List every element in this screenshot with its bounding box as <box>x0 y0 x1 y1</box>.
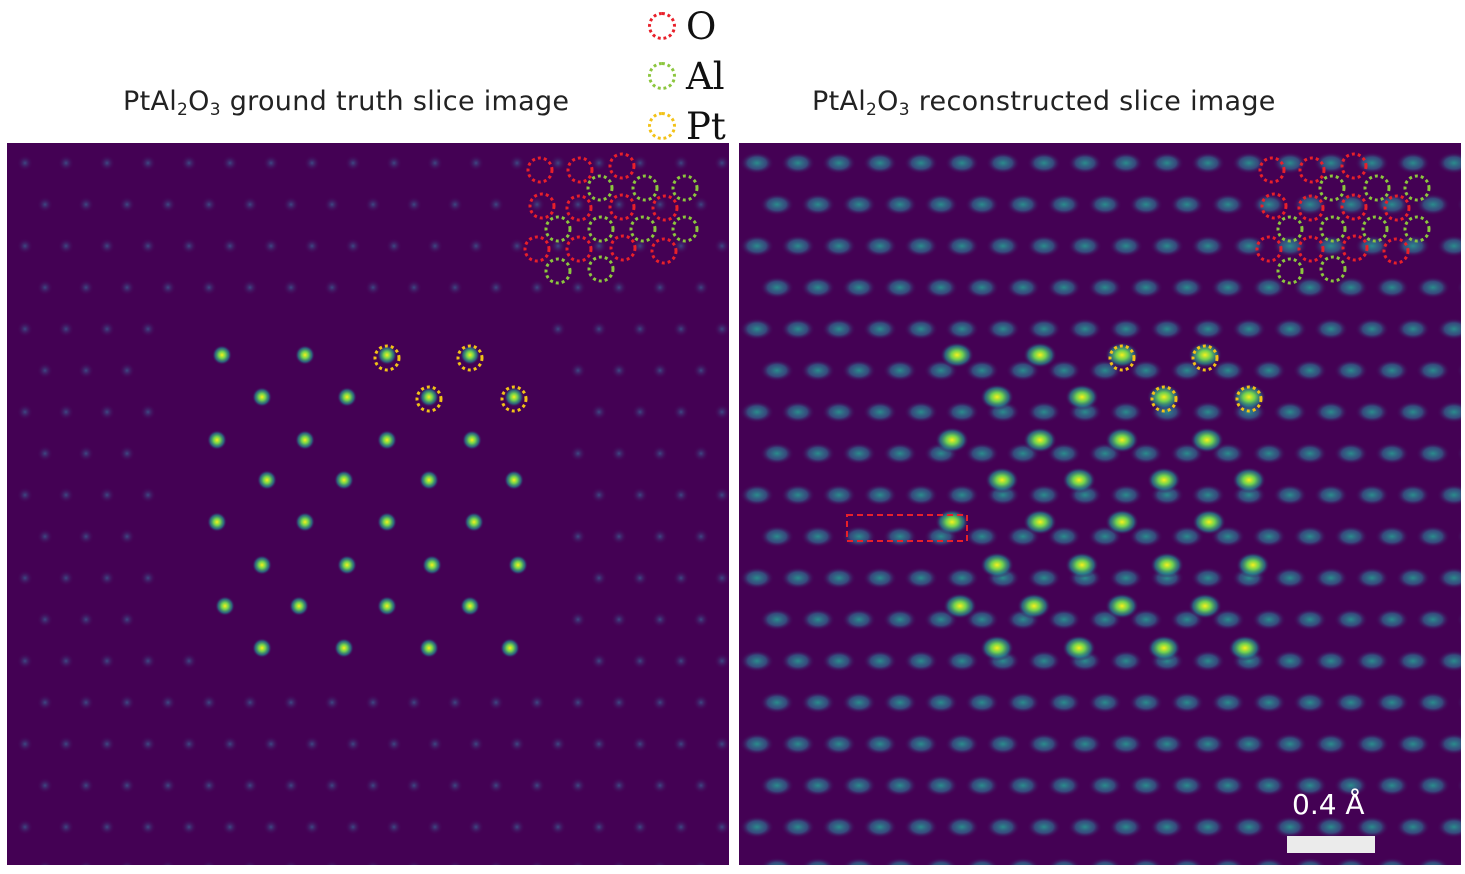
reconstructed-title: PtAl2O3 reconstructed slice image <box>812 86 1276 120</box>
legend-item-al: Al <box>646 54 746 104</box>
legend-item-o: O <box>646 4 746 54</box>
lattice-columns <box>17 155 729 865</box>
ground-truth-slice-image <box>7 143 729 865</box>
legend-label-al: Al <box>686 55 725 98</box>
scalebar-label: 0.4 Å <box>1292 788 1365 821</box>
ground-truth-title: PtAl2O3 ground truth slice image <box>123 86 570 120</box>
legend-item-pt: Pt <box>646 104 746 154</box>
highlight-box <box>846 514 968 542</box>
pt-columns <box>207 345 528 658</box>
legend-ring-al <box>648 62 676 90</box>
lattice-columns <box>740 152 1461 865</box>
reconstructed-atom-map <box>740 152 1461 865</box>
legend-label-pt: Pt <box>686 105 726 148</box>
legend-ring-o <box>648 12 676 40</box>
scalebar <box>1287 836 1375 853</box>
element-legend: O Al Pt <box>646 4 746 154</box>
legend-ring-pt <box>648 112 676 140</box>
reconstructed-slice-image <box>739 143 1461 865</box>
legend-label-o: O <box>686 5 717 48</box>
ground-truth-atom-map <box>17 152 729 865</box>
pt-columns <box>935 342 1270 661</box>
